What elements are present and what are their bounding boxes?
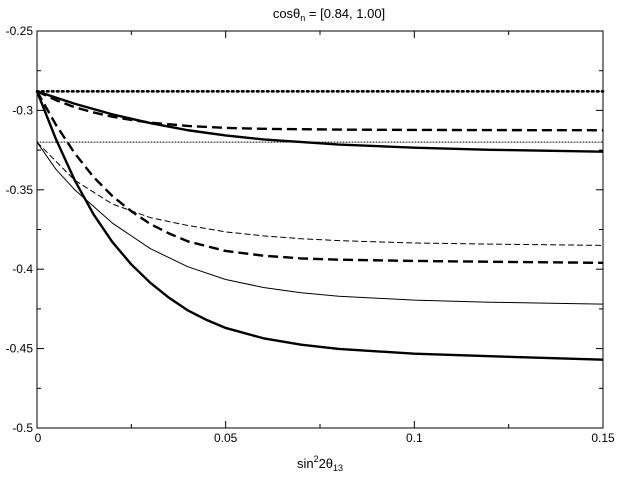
- x-tick-label: 0: [35, 431, 42, 445]
- y-tick-label: -0.45: [6, 342, 34, 356]
- y-tick-label: -0.35: [6, 183, 34, 197]
- y-tick-label: -0.3: [12, 103, 33, 117]
- series-line-4: [36, 90, 604, 153]
- chart-title: cosθn = [0.84, 1.00]: [273, 6, 385, 23]
- x-tick-label: 0.1: [406, 431, 423, 445]
- y-tick-label: -0.25: [6, 24, 34, 38]
- x-tick-label: 0.15: [591, 431, 615, 445]
- y-tick-label: -0.4: [12, 262, 33, 276]
- series-line-8: [36, 141, 604, 305]
- x-tick-label: 0.05: [214, 431, 238, 445]
- series-line-5: [35, 90, 604, 265]
- series-line-6: [35, 90, 604, 361]
- x-axis-title: sin22θ13: [297, 454, 343, 473]
- series-line-3: [36, 90, 604, 132]
- plot-area: 0 0.05 0.1 0.15 -0.25 -0.3 -0.35 -0.4 -0.45 -0.5: [6, 24, 615, 445]
- series-line-7: [36, 141, 604, 246]
- y-tick-label: -0.5: [12, 421, 33, 435]
